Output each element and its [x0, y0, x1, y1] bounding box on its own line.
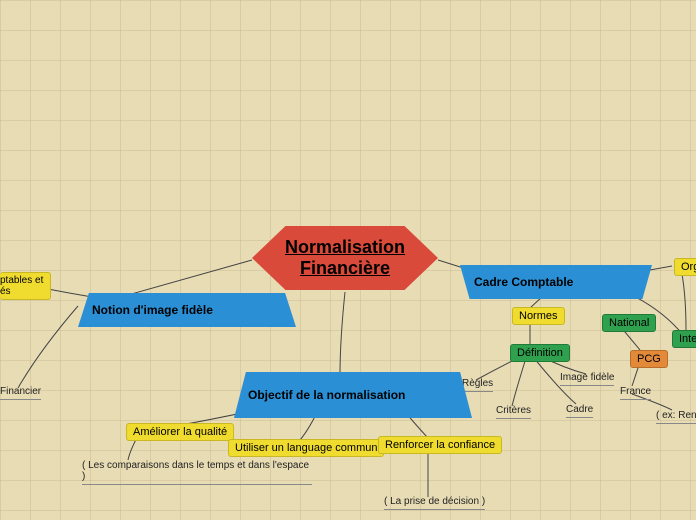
branch-principes-partial[interactable]: ptables et és	[0, 272, 51, 300]
note-ameliorer: ( Les comparaisons dans le temps et dans…	[82, 460, 312, 485]
node-pcg[interactable]: PCG	[630, 350, 668, 368]
leaf-financier[interactable]: Financier	[0, 386, 41, 400]
node-ameliorer-label: Améliorer la qualité	[133, 426, 227, 438]
center-title: Normalisation Financière	[252, 237, 438, 279]
branch-org-label: Org	[681, 261, 696, 273]
leaf-france[interactable]: France	[620, 386, 651, 400]
node-utiliser-label: Utiliser un language commun	[235, 442, 377, 454]
leaf-cadre[interactable]: Cadre	[566, 404, 593, 418]
leaf-regles[interactable]: Règles	[462, 378, 493, 392]
node-normes-label: Normes	[519, 310, 558, 322]
node-utiliser[interactable]: Utiliser un language commun	[228, 439, 384, 457]
center-node[interactable]: Normalisation Financière	[252, 226, 438, 290]
node-intern-label: Intern	[679, 333, 696, 345]
node-renforcer[interactable]: Renforcer la confiance	[378, 436, 502, 454]
branch-notion-label: Notion d'image fidèle	[92, 303, 213, 317]
node-normes[interactable]: Normes	[512, 307, 565, 325]
branch-notion[interactable]: Notion d'image fidèle	[78, 293, 296, 327]
leaf-france-label: France	[620, 386, 651, 397]
note-ameliorer-label: ( Les comparaisons dans le temps et dans…	[82, 460, 309, 482]
note-renforcer-label: ( La prise de décision )	[384, 496, 485, 507]
branch-org-partial[interactable]: Org	[674, 258, 696, 276]
leaf-criteres-label: Critères	[496, 405, 531, 416]
leaf-financier-label: Financier	[0, 386, 41, 397]
node-definition-label: Définition	[517, 347, 563, 359]
branch-objectif[interactable]: Objectif de la normalisation	[234, 372, 472, 418]
leaf-criteres[interactable]: Critères	[496, 405, 531, 419]
branch-principes-label: ptables et és	[0, 275, 43, 297]
branch-cadre[interactable]: Cadre Comptable	[460, 265, 652, 299]
node-ameliorer[interactable]: Améliorer la qualité	[126, 423, 234, 441]
branch-cadre-label: Cadre Comptable	[474, 275, 573, 289]
node-definition[interactable]: Définition	[510, 344, 570, 362]
leaf-regles-label: Règles	[462, 378, 493, 389]
leaf-france-note-partial: ( ex: Rena	[656, 410, 696, 424]
node-national[interactable]: National	[602, 314, 656, 332]
node-renforcer-label: Renforcer la confiance	[385, 439, 495, 451]
note-renforcer: ( La prise de décision )	[384, 496, 485, 510]
node-national-label: National	[609, 317, 649, 329]
branch-objectif-label: Objectif de la normalisation	[248, 388, 405, 402]
leaf-image-fidele-label: Image fidèle	[560, 372, 614, 383]
leaf-cadre-label: Cadre	[566, 404, 593, 415]
node-pcg-label: PCG	[637, 353, 661, 365]
leaf-image-fidele[interactable]: Image fidèle	[560, 372, 614, 386]
node-intern-partial[interactable]: Intern	[672, 330, 696, 348]
leaf-france-note-label: ( ex: Rena	[656, 410, 696, 421]
